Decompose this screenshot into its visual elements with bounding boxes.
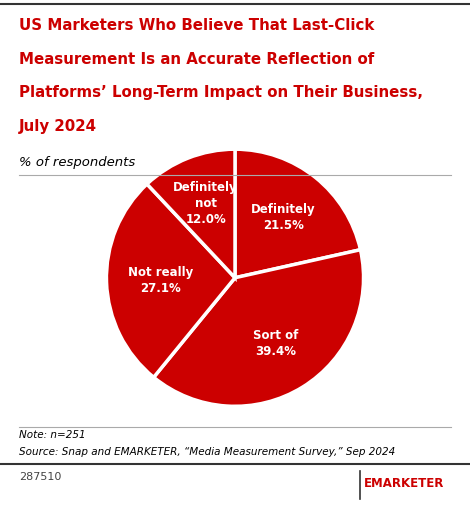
Text: July 2024: July 2024: [19, 119, 97, 134]
Wedge shape: [154, 249, 363, 407]
Wedge shape: [147, 149, 235, 278]
Text: Definitely
not
12.0%: Definitely not 12.0%: [173, 181, 238, 226]
Text: Source: Snap and EMARKETER, “Media Measurement Survey,” Sep 2024: Source: Snap and EMARKETER, “Media Measu…: [19, 447, 395, 457]
Text: Not really
27.1%: Not really 27.1%: [128, 266, 193, 295]
Text: Platforms’ Long-Term Impact on Their Business,: Platforms’ Long-Term Impact on Their Bus…: [19, 85, 423, 100]
Text: EM: EM: [329, 479, 349, 492]
Wedge shape: [235, 149, 360, 278]
Text: % of respondents: % of respondents: [19, 156, 135, 169]
Text: Definitely
21.5%: Definitely 21.5%: [251, 203, 315, 232]
Text: Measurement Is an Accurate Reflection of: Measurement Is an Accurate Reflection of: [19, 52, 374, 67]
Text: EMARKETER: EMARKETER: [364, 477, 445, 490]
Text: US Marketers Who Believe That Last-Click: US Marketers Who Believe That Last-Click: [19, 18, 374, 33]
Wedge shape: [106, 184, 235, 377]
Text: 287510: 287510: [19, 472, 61, 482]
Text: Sort of
39.4%: Sort of 39.4%: [253, 329, 298, 358]
Text: Note: n=251: Note: n=251: [19, 430, 86, 440]
